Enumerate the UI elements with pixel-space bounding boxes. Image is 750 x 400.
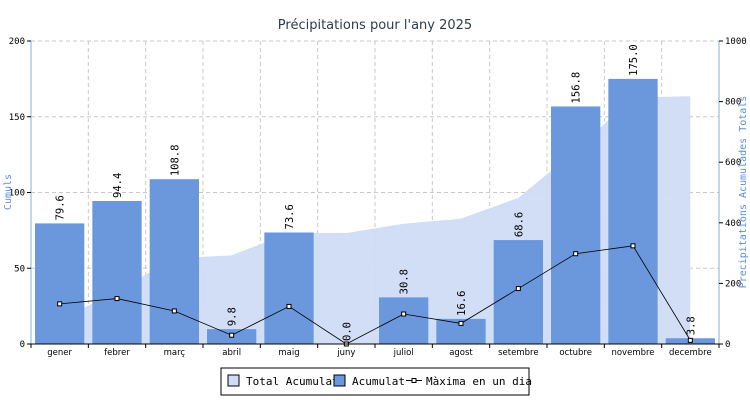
maxima-point — [573, 251, 579, 257]
acumulat-bar — [264, 232, 314, 344]
y-left-tick-label: 0 — [20, 340, 25, 350]
legend-max-label: Màxima en un dia — [426, 375, 532, 388]
y-axis-left-label: Cumuls — [3, 174, 14, 210]
bar-value-label: 0.0 — [341, 322, 353, 341]
bar-value-label: 3.8 — [685, 316, 697, 335]
legend-box — [220, 367, 530, 396]
acumulat-bar — [379, 297, 429, 344]
x-category-label: setembre — [498, 348, 538, 358]
bar-value-label: 68.6 — [513, 212, 525, 237]
bar-value-labels: 79.6 94.4 108.8 9.8 73.6 0.0 30.8 16.6 68.6 156.8… — [55, 44, 698, 341]
x-category-label: juliol — [393, 348, 414, 358]
maxima-line — [57, 243, 693, 347]
y-right-tick-label: 1000 — [725, 37, 747, 47]
acumulat-bars — [35, 78, 715, 344]
axes: 0 50 100 150 200 0 200 400 600 800 1000 gener febrer… — [9, 37, 747, 358]
maxima-point — [458, 320, 464, 326]
maxima-point — [171, 308, 177, 314]
maxima-point — [229, 332, 235, 338]
maxima-point — [401, 311, 407, 317]
maxima-polyline — [59, 245, 691, 345]
y-right-tick-label: 800 — [725, 98, 741, 108]
y-left-tick-label: 100 — [9, 189, 25, 199]
y-right-tick-label: 400 — [725, 219, 741, 229]
x-category-label: octubre — [559, 348, 592, 358]
bar-value-label: 156.8 — [571, 72, 583, 104]
bar-value-label: 94.4 — [112, 173, 124, 198]
legend: Total Acumulat Acumulat Màxima en un dia — [220, 367, 532, 396]
y-right-tick-label: 200 — [725, 279, 741, 289]
bar-value-label: 30.8 — [399, 269, 411, 294]
x-category-label: agost — [449, 348, 473, 358]
acumulat-bar — [551, 106, 601, 344]
maxima-point — [515, 286, 521, 292]
legend-total-label: Total Acumulat — [246, 375, 339, 388]
bar-value-label: 73.6 — [284, 204, 296, 229]
bar-value-label: 9.8 — [227, 307, 239, 326]
legend-total-swatch — [227, 374, 240, 387]
acumulat-bar — [92, 200, 142, 344]
bar-value-label: 175.0 — [628, 44, 640, 76]
y-left-tick-label: 150 — [9, 113, 25, 123]
bar-value-label: 16.6 — [456, 291, 468, 316]
x-category-label: decembre — [669, 348, 712, 358]
legend-max-marker — [411, 378, 417, 383]
maxima-point — [687, 337, 693, 343]
acumulat-bar — [149, 179, 199, 344]
maxima-point — [630, 243, 636, 249]
x-category-label: abril — [222, 348, 241, 358]
bar-value-label: 108.8 — [169, 145, 181, 177]
y-axis-right-label: Precipitations Acumulades Totals — [738, 96, 749, 289]
maxima-point — [286, 303, 292, 309]
legend-acumulat-label: Acumulat — [352, 375, 405, 388]
legend-acumulat-swatch — [333, 374, 346, 387]
y-left-tick-label: 200 — [9, 37, 25, 47]
x-category-label: febrer — [104, 348, 130, 358]
x-category-label: juny — [336, 348, 355, 358]
chart-title: Précipitations pour l'any 2025 — [278, 18, 472, 33]
x-category-label: març — [164, 348, 186, 358]
y-right-tick-label: 600 — [725, 158, 741, 168]
y-right-tick-label: 0 — [725, 340, 730, 350]
bar-value-label: 79.6 — [55, 195, 67, 220]
acumulat-bar — [608, 78, 658, 344]
x-category-label: maig — [278, 348, 299, 358]
maxima-point — [57, 301, 63, 307]
y-left-tick-label: 50 — [14, 264, 25, 274]
x-category-label: novembre — [611, 348, 654, 358]
maxima-point — [114, 296, 120, 302]
x-category-label: gener — [47, 348, 72, 358]
acumulat-bar — [35, 223, 85, 344]
acumulat-bar — [493, 240, 543, 344]
